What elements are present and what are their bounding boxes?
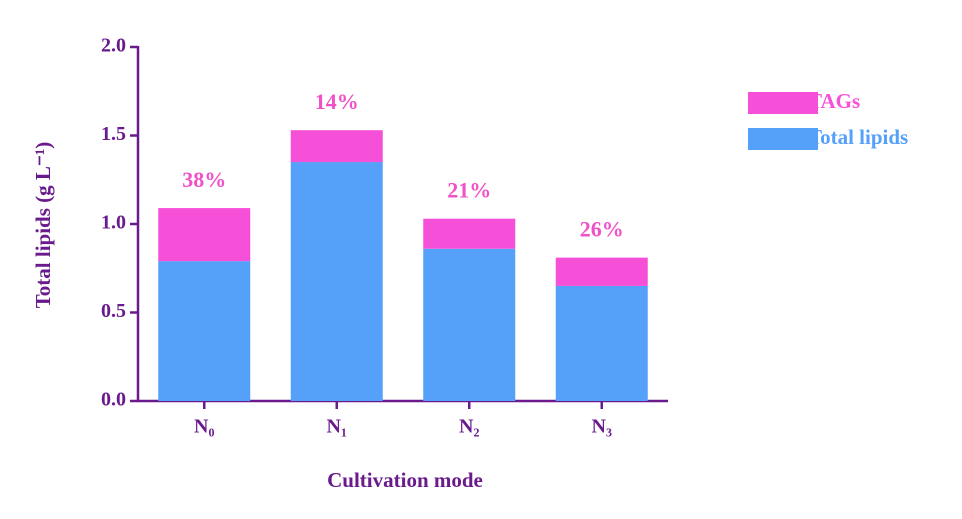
bar-segment xyxy=(423,218,516,249)
bar-segment xyxy=(555,257,648,286)
bar-annotation: 26% xyxy=(580,217,624,242)
bar-segment xyxy=(555,285,648,401)
bar-segment xyxy=(158,261,251,401)
legend-label: Total lipids xyxy=(808,125,908,149)
y-tick-label: 2.0 xyxy=(101,35,126,57)
bar-annotation: 14% xyxy=(315,89,359,114)
bar-annotation: 21% xyxy=(447,178,491,203)
legend-label: TAGs xyxy=(808,89,860,113)
y-tick-label: 1.5 xyxy=(101,123,126,145)
bar-segment xyxy=(158,208,251,262)
y-tick-label: 1.0 xyxy=(101,212,126,234)
bar-annotation: 38% xyxy=(182,167,226,192)
legend-swatch xyxy=(748,128,818,150)
bar-segment xyxy=(290,130,383,163)
x-tick-label: N₀ xyxy=(194,416,214,438)
y-axis-label: Total lipids (g L⁻¹) xyxy=(31,142,55,309)
y-tick-label: 0.5 xyxy=(101,300,126,322)
x-tick-label: N₁ xyxy=(327,416,347,438)
bar-segment xyxy=(423,248,516,401)
y-tick-label: 0.0 xyxy=(101,389,126,411)
x-tick-label: N₃ xyxy=(592,416,612,438)
x-tick-label: N₂ xyxy=(459,416,479,438)
x-axis-label: Cultivation mode xyxy=(327,468,483,492)
legend-swatch xyxy=(748,92,818,114)
bar-segment xyxy=(290,162,383,401)
